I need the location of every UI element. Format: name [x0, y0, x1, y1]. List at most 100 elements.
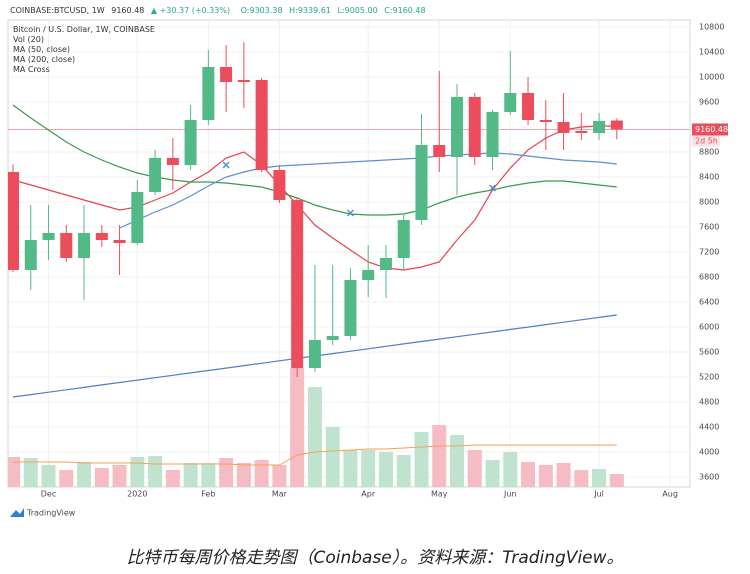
volume-bar [254, 460, 269, 487]
volume-bar [503, 452, 518, 487]
volume-bar [236, 463, 251, 487]
volume-bar [592, 469, 607, 487]
symbol: COINBASE:BTCUSD, 1W [10, 6, 105, 15]
volume-bar [41, 465, 56, 487]
volume-ma [13, 444, 617, 466]
volume-bar [432, 425, 447, 487]
candle-body [8, 172, 19, 270]
candle-body [308, 340, 321, 368]
candle-body [397, 220, 410, 258]
y-tick-label: 10000 [699, 73, 724, 82]
candle-body [95, 233, 108, 240]
y-tick-label: 10400 [699, 48, 724, 57]
axes: 3600 4000 4400 4800 5200 5600 6000 6400 6800 7200… [41, 23, 728, 499]
change-value: +30.37 (+0.33%) [159, 6, 231, 15]
volume-bar [272, 465, 287, 487]
countdown-tag [692, 135, 720, 147]
candle-body [451, 97, 463, 157]
change: ▲ +30.37 (+0.33%) [150, 6, 231, 15]
brand-logo [10, 508, 24, 517]
candle-body [166, 158, 179, 165]
legend: Bitcoin / U.S. Dollar, 1W, COINBASE Vol (… [13, 25, 155, 75]
price-tag [692, 123, 728, 136]
ohlc-high: H:9339.61 [289, 6, 331, 15]
candle-body [575, 131, 588, 133]
volume-bar [521, 462, 536, 487]
x-tick-label: Aug [662, 490, 678, 499]
brand: TradingView [26, 509, 76, 518]
price-tag-label: 9160.48 [695, 125, 728, 134]
y-tick-label: 4800 [699, 398, 719, 407]
volume-bar [23, 458, 38, 487]
x-tick-label: Jul [593, 490, 604, 499]
ma-cross [222, 161, 230, 169]
ma-line [12, 125, 617, 271]
x-tick-label: 2020 [127, 490, 147, 499]
candle-body [113, 240, 126, 243]
y-tick-label: 7600 [699, 223, 719, 232]
candle-body [593, 121, 606, 133]
x-tick-label: May [431, 490, 448, 499]
volume-bar [112, 465, 127, 487]
candle-body [273, 170, 286, 200]
volume-bar [396, 455, 411, 487]
legend-line: MA (200, close) [13, 55, 76, 64]
candle-body [415, 145, 428, 220]
volume-bar [290, 368, 305, 487]
y-tick-label: 5600 [699, 348, 719, 357]
caption: 比特币每周价格走势图（Coinbase）。资料来源：TradingView。 [126, 548, 624, 568]
last: 9160.48 [111, 6, 145, 15]
candle-body [362, 270, 375, 280]
volume-bar [219, 458, 234, 487]
y-tick-label: 9600 [699, 98, 719, 107]
volume-bar [485, 460, 500, 487]
volume-bar [59, 470, 74, 487]
y-tick-label: 6400 [699, 298, 719, 307]
candle-body [433, 145, 446, 157]
chart: 3600 4000 4400 4800 5200 5600 6000 6400 6800 7200… [7, 19, 728, 518]
ma-cross [488, 184, 497, 192]
y-tick-label: 8000 [699, 198, 719, 207]
candle-body [220, 67, 233, 82]
candle-body [78, 233, 91, 258]
candle-body [131, 192, 144, 243]
volume-bar [414, 432, 429, 487]
ohlc-low: L:9005.00 [337, 6, 378, 15]
ma-line [119, 152, 617, 229]
y-tick-label: 8800 [699, 148, 719, 157]
volume-bar [94, 468, 109, 487]
volume-bar [325, 427, 340, 487]
candle-body [202, 67, 215, 120]
candle-body [504, 93, 517, 112]
candle-body [42, 233, 55, 240]
x-tick-label: Jun [503, 490, 517, 499]
volume-bar [378, 452, 393, 487]
x-tick-label: Mar [272, 490, 288, 499]
ma-cross [346, 209, 354, 217]
plot-frame [7, 19, 691, 488]
x-tick-label: Apr [361, 490, 376, 499]
header: COINBASE:BTCUSD, 1W 9160.48 ▲ +30.37 (+0… [10, 6, 430, 15]
ohlc-open: O:9303.38 [240, 6, 283, 15]
candle-body [486, 112, 499, 157]
volume-bar [450, 435, 464, 487]
volume-bar [201, 463, 216, 487]
y-tick-label: 4400 [699, 423, 719, 432]
volume-bar [183, 463, 198, 487]
candle-body [468, 97, 481, 157]
y-tick-label: 8400 [699, 173, 719, 182]
candle-body [184, 120, 197, 165]
ohlc-close: C:9160.48 [384, 6, 426, 15]
candle-body [149, 158, 162, 192]
y-tick-label: 6000 [699, 323, 719, 332]
x-tick-label: Dec [41, 490, 56, 499]
candle-body [24, 240, 37, 270]
volume-bar [130, 457, 145, 487]
candle-body [60, 233, 73, 258]
candle-body [379, 258, 392, 270]
volume-bar [556, 463, 571, 487]
legend-line: MA (50, close) [13, 45, 71, 54]
y-tick-label: 5200 [699, 373, 719, 382]
volume-bar [165, 470, 180, 487]
